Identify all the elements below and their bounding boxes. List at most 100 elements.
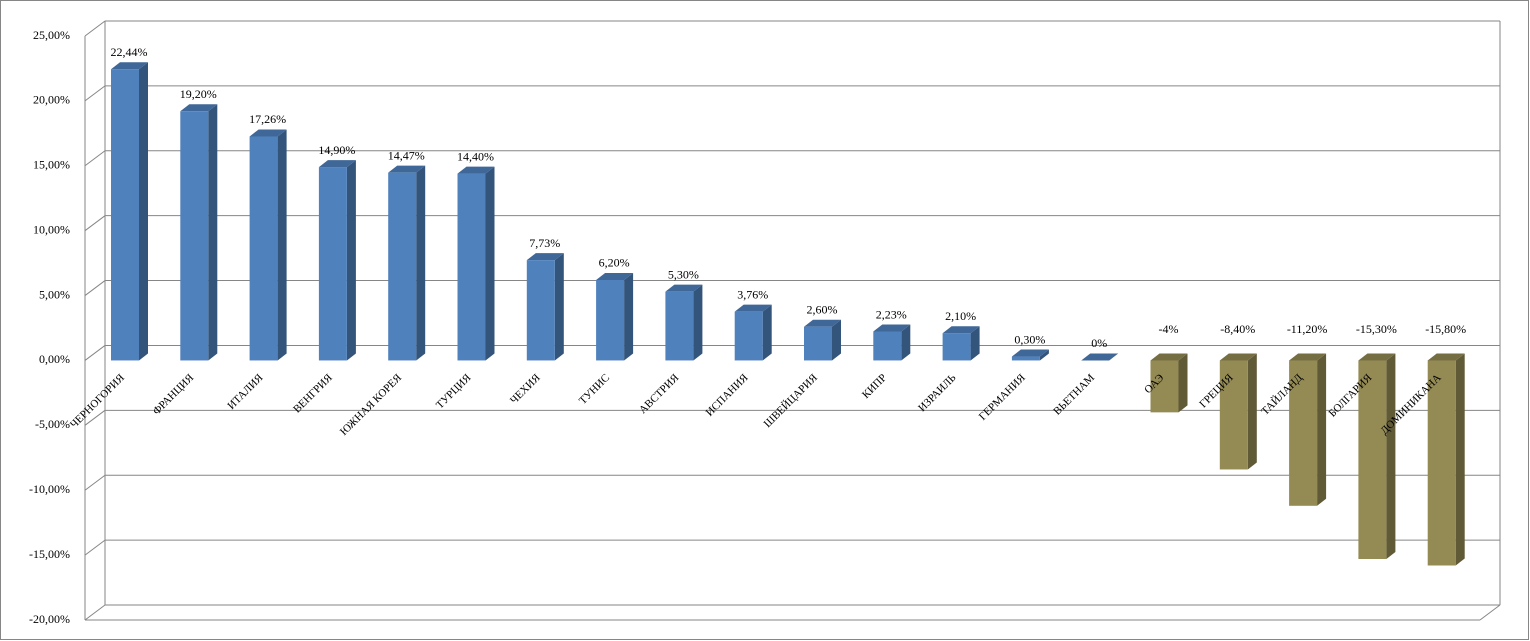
bar-top (873, 324, 911, 332)
bar (388, 172, 417, 361)
bar-top (388, 165, 426, 173)
bar-top (804, 319, 841, 327)
bar (665, 291, 694, 361)
bar-top (1081, 353, 1119, 361)
bar-side (832, 319, 841, 361)
bar (1358, 360, 1387, 560)
grid-line-side (84, 20, 106, 37)
bar-side (693, 284, 703, 361)
bar (318, 167, 347, 361)
bar (180, 111, 209, 361)
bar-side (346, 160, 356, 361)
value-label: -8,40% (1220, 322, 1255, 336)
bar-top (457, 166, 495, 174)
bar-top (1011, 349, 1049, 357)
bar-side (1178, 353, 1188, 413)
value-label: -4% (1159, 322, 1179, 336)
y-tick-label: -5,00% (35, 417, 70, 431)
bar-top (1150, 353, 1188, 361)
value-label: -11,20% (1287, 322, 1328, 336)
grid-line-side (84, 604, 106, 621)
bar-side (1386, 353, 1396, 560)
value-label: 0,30% (1014, 332, 1045, 346)
bar (526, 260, 555, 361)
bar (111, 69, 139, 361)
y-tick-label: -20,00% (29, 612, 70, 626)
y-tick-label: -10,00% (29, 482, 70, 496)
bar-side (970, 326, 980, 361)
grid-line-side (84, 215, 106, 232)
bar (249, 136, 278, 361)
bar-side (1455, 353, 1465, 566)
bar-side (554, 253, 564, 361)
bar (596, 279, 625, 361)
y-tick-label: 20,00% (33, 93, 70, 107)
grid-line-side (84, 85, 106, 102)
value-label: 2,60% (807, 302, 838, 316)
value-label: 17,26% (249, 112, 286, 126)
grid-line-side (84, 150, 106, 167)
y-tick-label: 10,00% (33, 222, 70, 236)
value-label: 14,40% (457, 149, 494, 163)
bar-top (249, 129, 287, 137)
bar-top (1358, 353, 1396, 361)
bar-top (1219, 353, 1257, 361)
bar (1219, 360, 1248, 470)
bar-side (485, 166, 495, 361)
bar-side (277, 129, 287, 361)
value-label: 0% (1091, 336, 1107, 350)
bar (457, 173, 486, 361)
bar-top (1289, 353, 1327, 361)
y-tick-label: -15,00% (29, 547, 70, 561)
bar-top (596, 272, 634, 280)
grid-line-side (84, 539, 106, 556)
bar (873, 331, 902, 361)
value-label: 6,20% (599, 256, 630, 270)
bar-top (734, 304, 772, 312)
bar-side (762, 304, 772, 361)
value-label: 19,20% (180, 87, 217, 101)
value-label: 14,90% (318, 143, 355, 157)
bar (734, 311, 763, 361)
bar-side (208, 104, 218, 361)
grid-line-side (84, 474, 106, 491)
bar-top (111, 62, 148, 70)
bar-side (1317, 353, 1327, 506)
bar (1150, 360, 1179, 413)
grid-line-side (84, 280, 106, 296)
y-tick-label: 15,00% (33, 158, 70, 172)
bar-top (942, 326, 980, 334)
value-label: 2,10% (945, 309, 976, 323)
bar (1011, 356, 1040, 361)
floor-right (1479, 604, 1501, 621)
bar-top (318, 160, 356, 168)
grid-line-side (84, 409, 106, 426)
bar-top (526, 253, 564, 261)
y-tick-label: 0,00% (39, 352, 70, 366)
y-tick-label: 5,00% (39, 287, 70, 301)
value-label: -15,80% (1425, 322, 1466, 336)
bar-top (180, 104, 218, 112)
value-label: -15,30% (1356, 322, 1397, 336)
y-tick-label: 25,00% (33, 28, 70, 42)
bar-side (1039, 349, 1049, 361)
grid-line-side (84, 345, 106, 361)
bar-side (139, 62, 148, 361)
bar (804, 326, 832, 361)
bar-top (665, 284, 703, 292)
value-label: 22,44% (111, 45, 148, 59)
bar-side (901, 324, 911, 361)
value-label: 3,76% (737, 287, 768, 301)
value-label: 7,73% (529, 236, 560, 250)
bar (1289, 360, 1318, 506)
value-label: 5,30% (668, 267, 699, 281)
bar (1427, 360, 1456, 566)
bar (942, 333, 971, 361)
bar-side (1247, 353, 1257, 470)
value-label: 14,47% (388, 148, 425, 162)
value-label: 2,23% (876, 307, 907, 321)
bar-side (416, 165, 426, 361)
bar-top (1427, 353, 1465, 361)
bar-side (624, 272, 634, 361)
